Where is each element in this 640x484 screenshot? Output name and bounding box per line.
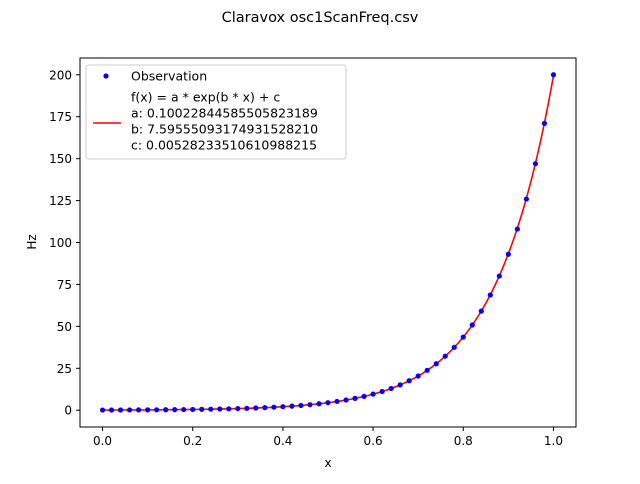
observation-point bbox=[361, 393, 367, 400]
observation-point bbox=[370, 391, 376, 397]
y-tick-label: 50 bbox=[57, 320, 72, 334]
legend-fit-param-b: b: 7.5955509317493152821​0 bbox=[131, 122, 318, 137]
observation-point bbox=[541, 120, 548, 127]
y-tick-label: 200 bbox=[49, 68, 72, 82]
observation-point bbox=[181, 406, 187, 413]
observation-point bbox=[163, 407, 169, 413]
observation-point bbox=[99, 407, 106, 413]
x-tick-label: 1.0 bbox=[544, 434, 563, 448]
observation-point bbox=[487, 292, 493, 298]
observation-point bbox=[262, 405, 268, 411]
observation-point bbox=[172, 407, 178, 413]
observation-point bbox=[532, 161, 539, 167]
y-axis-label: Hz bbox=[25, 234, 39, 249]
observation-point bbox=[298, 402, 304, 409]
legend-fit-param-c: c: 0.00528233510610988215 bbox=[131, 138, 317, 153]
observation-point bbox=[406, 378, 412, 384]
y-tick-label: 75 bbox=[57, 278, 72, 292]
y-tick-label: 125 bbox=[49, 194, 72, 208]
observation-point bbox=[352, 395, 358, 401]
observation-point bbox=[433, 361, 439, 367]
observation-point bbox=[136, 407, 142, 413]
observation-point bbox=[108, 407, 115, 413]
x-axis: 0.0 0.2 0.4 0.6 0.8 1.0 bbox=[93, 427, 563, 448]
observation-point bbox=[514, 226, 520, 232]
observation-point bbox=[235, 405, 241, 412]
legend-observation-marker bbox=[103, 73, 109, 79]
x-tick-label: 0.0 bbox=[93, 434, 112, 448]
observation-point bbox=[442, 353, 448, 359]
observation-point bbox=[505, 251, 511, 257]
x-tick-label: 0.4 bbox=[273, 434, 292, 448]
x-tick-label: 0.8 bbox=[454, 434, 473, 448]
observation-point bbox=[154, 407, 160, 413]
y-tick-label: 175 bbox=[49, 110, 72, 124]
plot-content bbox=[99, 72, 557, 413]
observation-point bbox=[280, 404, 286, 410]
observation-point bbox=[523, 196, 530, 202]
observation-point bbox=[145, 407, 151, 413]
observation-point bbox=[469, 322, 475, 328]
legend-box bbox=[85, 64, 347, 160]
observation-point bbox=[244, 405, 250, 411]
y-tick-label: 0 bbox=[64, 404, 72, 418]
x-axis-label: x bbox=[324, 456, 331, 470]
observation-point bbox=[397, 382, 403, 388]
observation-point bbox=[190, 406, 196, 413]
observation-point bbox=[334, 398, 340, 405]
observation-point bbox=[325, 400, 331, 406]
legend-fit-param-a: a: 0.10022844585505823189 bbox=[131, 106, 318, 121]
y-tick-label: 150 bbox=[49, 152, 72, 166]
observation-point bbox=[451, 344, 457, 350]
observation-point bbox=[199, 406, 205, 412]
observation-point bbox=[460, 334, 466, 340]
legend: Observation f(x) = a * exp(b * x) + c a:… bbox=[85, 64, 347, 160]
observation-point bbox=[424, 367, 430, 373]
x-tick-label: 0.6 bbox=[364, 434, 383, 448]
observation-point bbox=[307, 402, 313, 408]
x-tick-label: 0.2 bbox=[183, 434, 202, 448]
observation-point bbox=[388, 385, 394, 392]
observation-point bbox=[496, 273, 502, 279]
observation-point bbox=[117, 407, 124, 413]
legend-observation-label: Observation bbox=[131, 69, 207, 84]
observation-point bbox=[226, 406, 232, 412]
observation-point bbox=[478, 308, 484, 314]
observation-point bbox=[343, 397, 349, 403]
observation-point bbox=[379, 388, 385, 395]
observation-point bbox=[415, 373, 421, 379]
y-axis: 0 25 50 75 100 125 150 175 200 bbox=[49, 68, 80, 418]
y-tick-label: 25 bbox=[57, 362, 72, 376]
y-tick-label: 100 bbox=[49, 236, 72, 250]
legend-fit-formula: f(x) = a * exp(b * x) + c bbox=[131, 90, 280, 105]
observation-point bbox=[208, 406, 214, 412]
chart-title: Claravox osc1ScanFreq.csv bbox=[222, 10, 419, 26]
observation-point bbox=[127, 407, 133, 413]
observation-point bbox=[289, 403, 295, 409]
observation-point bbox=[271, 404, 277, 410]
observation-point bbox=[253, 405, 259, 411]
observation-point bbox=[217, 406, 223, 412]
observation-point bbox=[316, 401, 322, 407]
observation-point bbox=[550, 72, 557, 78]
